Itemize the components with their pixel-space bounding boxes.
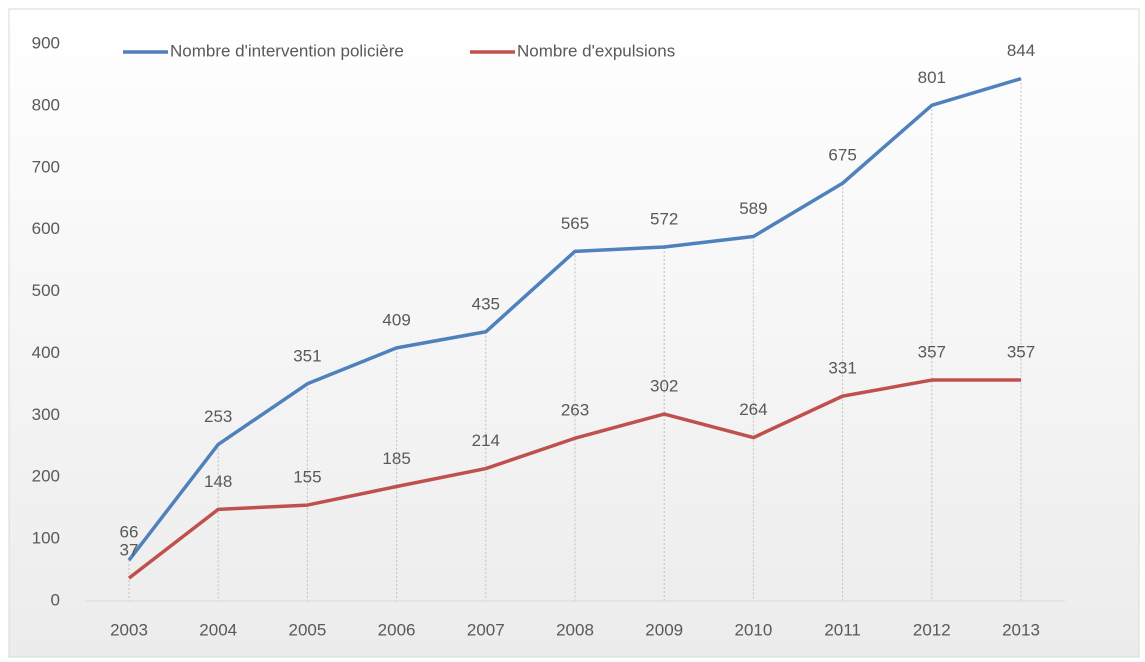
- data-label: 302: [650, 377, 678, 396]
- y-tick-label: 900: [32, 33, 60, 52]
- data-label: 37: [120, 541, 139, 560]
- y-tick-label: 400: [32, 343, 60, 362]
- legend-label: Nombre d'expulsions: [517, 41, 675, 60]
- data-label: 572: [650, 209, 678, 228]
- data-label: 801: [918, 68, 946, 87]
- data-label: 253: [204, 407, 232, 426]
- x-tick-label: 2003: [110, 620, 148, 639]
- series-line: [127, 76, 1022, 562]
- legend-label: Nombre d'intervention policière: [170, 41, 404, 60]
- data-label: 589: [739, 199, 767, 218]
- chart-background: [8, 8, 1140, 658]
- x-tick-label: 2007: [467, 620, 505, 639]
- data-label: 185: [382, 449, 410, 468]
- data-label: 263: [561, 401, 589, 420]
- y-tick-label: 800: [32, 95, 60, 114]
- data-label: 357: [1007, 343, 1035, 362]
- data-label: 66: [120, 523, 139, 542]
- data-label: 357: [918, 343, 946, 362]
- data-label: 844: [1007, 41, 1035, 60]
- data-label: 435: [472, 294, 500, 313]
- y-tick-label: 500: [32, 281, 60, 300]
- y-tick-label: 600: [32, 219, 60, 238]
- x-tick-label: 2011: [824, 620, 861, 639]
- x-tick-label: 2013: [1002, 620, 1040, 639]
- y-tick-label: 300: [32, 405, 60, 424]
- data-label: 409: [382, 310, 410, 329]
- x-tick-label: 2004: [199, 620, 237, 639]
- x-tick-label: 2009: [645, 620, 683, 639]
- data-label: 351: [293, 346, 321, 365]
- series-line: [127, 378, 1021, 580]
- y-tick-label: 100: [32, 529, 60, 548]
- x-tick-label: 2008: [556, 620, 594, 639]
- x-tick-label: 2005: [288, 620, 326, 639]
- y-tick-label: 700: [32, 157, 60, 176]
- data-label: 675: [828, 146, 856, 165]
- x-tick-label: 2006: [378, 620, 416, 639]
- y-tick-label: 200: [32, 467, 60, 486]
- data-label: 155: [293, 468, 321, 487]
- data-label: 148: [204, 472, 232, 491]
- data-label: 264: [739, 400, 767, 419]
- data-label: 214: [472, 431, 500, 450]
- data-label: 565: [561, 214, 589, 233]
- data-label: 331: [828, 359, 856, 378]
- x-tick-label: 2010: [734, 620, 772, 639]
- y-tick-label: 0: [51, 590, 60, 609]
- x-tick-label: 2012: [913, 620, 951, 639]
